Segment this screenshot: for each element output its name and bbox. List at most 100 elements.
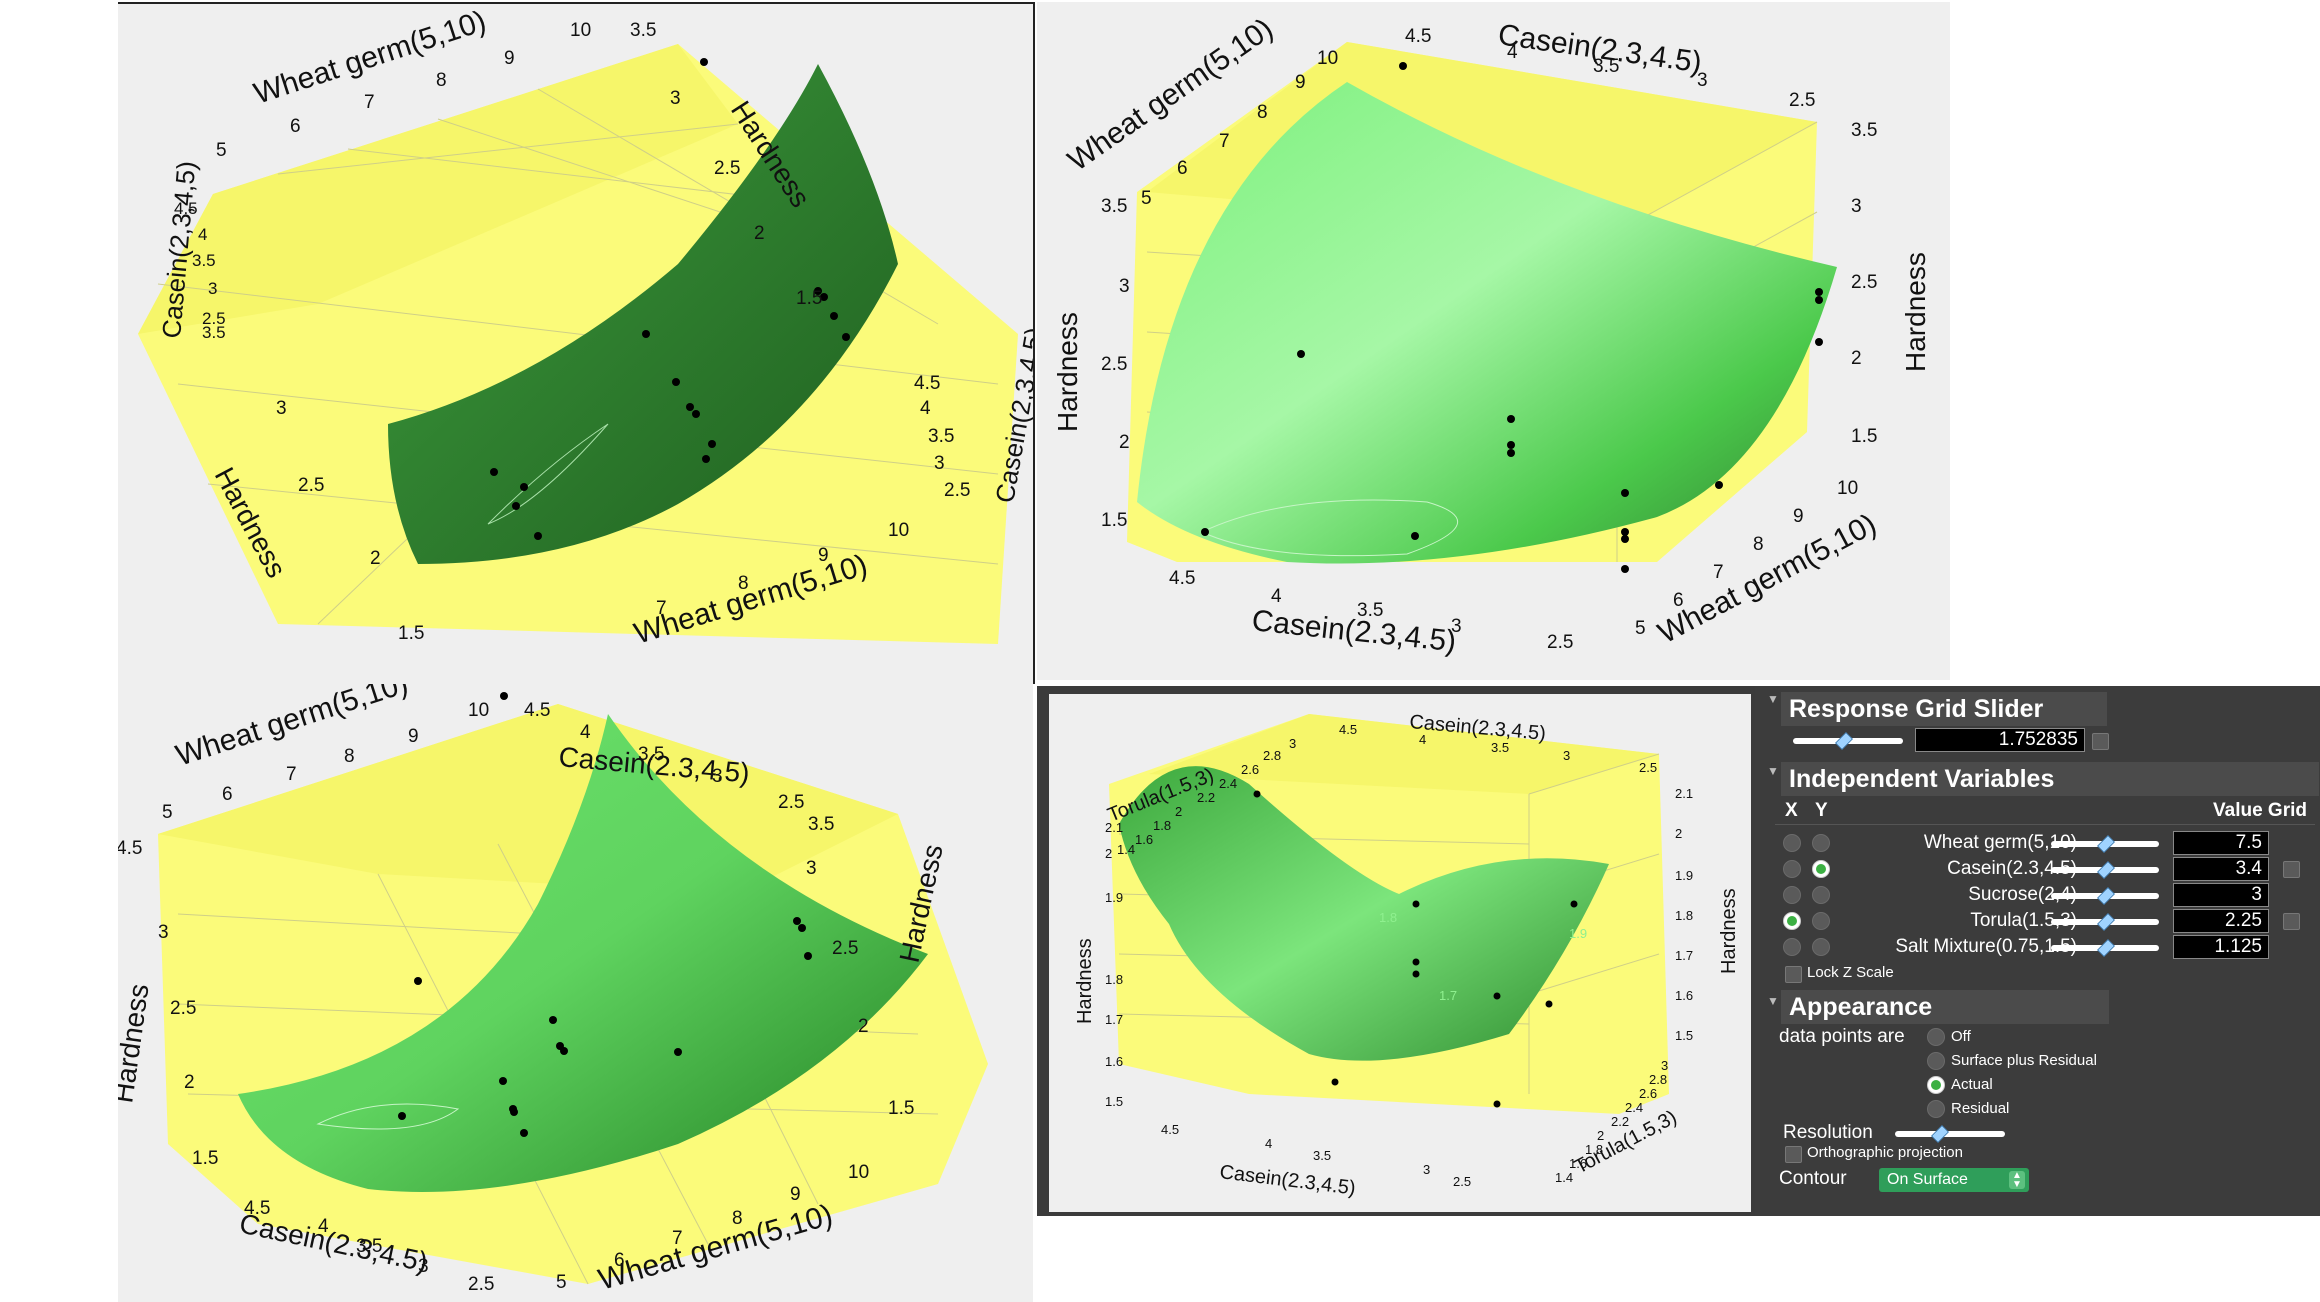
variable-value-field[interactable]: 2.25: [2173, 909, 2269, 933]
data-points-option[interactable]: Actual: [1927, 1074, 2167, 1096]
value-grid-checkbox[interactable]: [2283, 913, 2300, 930]
surface-plot-2[interactable]: Wheat germ(5,10) 5 6 7 8 9 10 Casein(2.3…: [1037, 2, 1950, 680]
option-radio[interactable]: [1927, 1028, 1945, 1046]
svg-text:1.5: 1.5: [888, 1098, 914, 1119]
resolution-slider-thumb[interactable]: [1931, 1125, 1949, 1143]
response-grid-slider-thumb[interactable]: [1834, 732, 1853, 750]
svg-text:2.5: 2.5: [202, 309, 226, 328]
svg-text:2.5: 2.5: [832, 938, 858, 959]
svg-text:4.5: 4.5: [914, 373, 940, 394]
data-points: [398, 692, 812, 1137]
svg-text:9: 9: [1793, 506, 1804, 527]
variable-value-field[interactable]: 3.4: [2173, 857, 2269, 881]
plot-box-face-top: [138, 44, 738, 334]
option-radio[interactable]: [1927, 1100, 1945, 1118]
option-radio[interactable]: [1927, 1052, 1945, 1070]
ticks-wheat-bottom: 7 8 9 10: [656, 520, 909, 619]
svg-text:10: 10: [1837, 478, 1858, 499]
x-axis-radio[interactable]: [1783, 834, 1801, 852]
value-grid-checkbox[interactable]: [2283, 861, 2300, 878]
surface-plot-1[interactable]: Wheat germ(5,10) 5 6 7 8 9 10 3.5 3 2.5 …: [118, 2, 1035, 684]
x-axis-radio[interactable]: [1783, 886, 1801, 904]
svg-text:10: 10: [888, 520, 909, 541]
axis-label-hardness-right: Hardness: [1900, 252, 1931, 372]
svg-text:7: 7: [1219, 131, 1230, 152]
axis-label-hardness-left: Hardness: [1052, 312, 1083, 432]
variable-slider-thumb[interactable]: [2097, 887, 2115, 905]
svg-text:2.2: 2.2: [1611, 1114, 1629, 1129]
variable-slider-thumb[interactable]: [2097, 913, 2115, 931]
surface-plot-4[interactable]: 1.7 1.8 1.9 Torula(1.5,3) 1.4 1.6 1.8 2 …: [1049, 694, 1751, 1212]
response-grid-checkbox[interactable]: [2092, 733, 2109, 750]
variable-slider-thumb[interactable]: [2097, 835, 2115, 853]
svg-text:3: 3: [934, 453, 945, 474]
svg-text:3.5: 3.5: [1313, 1148, 1331, 1163]
svg-text:1.5: 1.5: [1105, 1094, 1123, 1109]
svg-text:6: 6: [290, 116, 301, 137]
svg-text:5: 5: [556, 1272, 567, 1293]
disclosure-triangle-icon[interactable]: ▼: [1767, 994, 1779, 1008]
variable-row: Salt Mixture(0.75,1.5) 1.125: [1755, 934, 2320, 960]
y-axis-radio[interactable]: [1812, 886, 1830, 904]
svg-text:4: 4: [1271, 586, 1282, 607]
x-axis-radio[interactable]: [1783, 860, 1801, 878]
svg-text:2.5: 2.5: [714, 158, 740, 179]
variable-value-field[interactable]: 3: [2173, 883, 2269, 907]
x-axis-radio[interactable]: [1783, 912, 1801, 930]
surface-plot-3[interactable]: Wheat germ(5,10) 5 6 7 8 9 10 Casein(2.3…: [118, 684, 1033, 1302]
ticks-torula-right: 3 2.8 2.6 2.4 2.2 2 1.8 1.6 1.4: [1555, 1058, 1668, 1185]
data-points-option[interactable]: Off: [1927, 1026, 2167, 1048]
svg-text:6: 6: [222, 784, 233, 805]
variable-slider-thumb[interactable]: [2097, 861, 2115, 879]
section-response-grid[interactable]: Response Grid Slider: [1781, 692, 2107, 726]
svg-text:3.5: 3.5: [202, 323, 226, 342]
data-points-option[interactable]: Residual: [1927, 1098, 2167, 1120]
resolution-label: Resolution: [1783, 1122, 1873, 1143]
axis-label-wheat-top: Wheat germ(5,10): [172, 684, 412, 773]
y-axis-radio[interactable]: [1812, 912, 1830, 930]
option-radio[interactable]: [1927, 1076, 1945, 1094]
variable-value-field[interactable]: 1.125: [2173, 935, 2269, 959]
option-label: Residual: [1951, 1100, 2010, 1117]
svg-text:2.5: 2.5: [1851, 272, 1877, 293]
variable-value-field[interactable]: 7.5: [2173, 831, 2269, 855]
svg-text:2.5: 2.5: [170, 998, 196, 1019]
data-points-option[interactable]: Surface plus Residual: [1927, 1050, 2167, 1072]
svg-text:10: 10: [570, 20, 591, 41]
response-grid-value-field[interactable]: 1.752835: [1915, 728, 2085, 752]
ticks-hardness-left: 3 2.5 2 1.5: [276, 398, 424, 644]
disclosure-triangle-icon[interactable]: ▼: [1767, 764, 1779, 778]
section-independent-variables[interactable]: Independent Variables: [1781, 762, 2319, 796]
ticks-hardness-left: 3.5 3 2.5 2 1.5: [1101, 196, 1130, 531]
ticks-wheat-top: 5 6 7 8 9 10: [1141, 48, 1338, 209]
svg-text:1.6: 1.6: [1105, 1054, 1123, 1069]
svg-text:4.5: 4.5: [1339, 722, 1357, 737]
contour-label: Contour: [1779, 1168, 1847, 1189]
y-axis-radio[interactable]: [1812, 860, 1830, 878]
contour-dropdown[interactable]: On Surface ▲ ▼: [1879, 1168, 2029, 1192]
lock-z-scale-checkbox[interactable]: [1785, 966, 1802, 983]
variable-row: Wheat germ(5,10) 7.5: [1755, 830, 2320, 856]
resolution-slider[interactable]: [1895, 1131, 2005, 1137]
section-appearance[interactable]: Appearance: [1781, 990, 2109, 1024]
column-value-grid-header: Value Grid: [2213, 800, 2307, 821]
svg-text:9: 9: [818, 545, 829, 566]
svg-text:2: 2: [754, 223, 765, 244]
ticks-casein-top: 4.5 4 3.5 3 2.5: [1405, 26, 1815, 111]
disclosure-triangle-icon[interactable]: ▼: [1767, 692, 1779, 706]
svg-text:6: 6: [1177, 158, 1188, 179]
section-title: Appearance: [1789, 992, 1933, 1021]
svg-text:1.8: 1.8: [1105, 972, 1123, 987]
y-axis-radio[interactable]: [1812, 834, 1830, 852]
x-axis-radio[interactable]: [1783, 938, 1801, 956]
response-surface: [1119, 766, 1609, 1061]
svg-text:3.5: 3.5: [356, 1236, 382, 1257]
variable-slider-thumb[interactable]: [2097, 939, 2115, 957]
axis-label-hardness-right: Hardness: [1718, 888, 1740, 974]
y-axis-radio[interactable]: [1812, 938, 1830, 956]
orthographic-checkbox[interactable]: [1785, 1146, 1802, 1163]
svg-text:7: 7: [364, 92, 375, 113]
column-y-header: Y: [1815, 800, 1828, 821]
variable-row: Casein(2.3,4.5) 3.4: [1755, 856, 2320, 882]
svg-text:4: 4: [1419, 732, 1426, 747]
